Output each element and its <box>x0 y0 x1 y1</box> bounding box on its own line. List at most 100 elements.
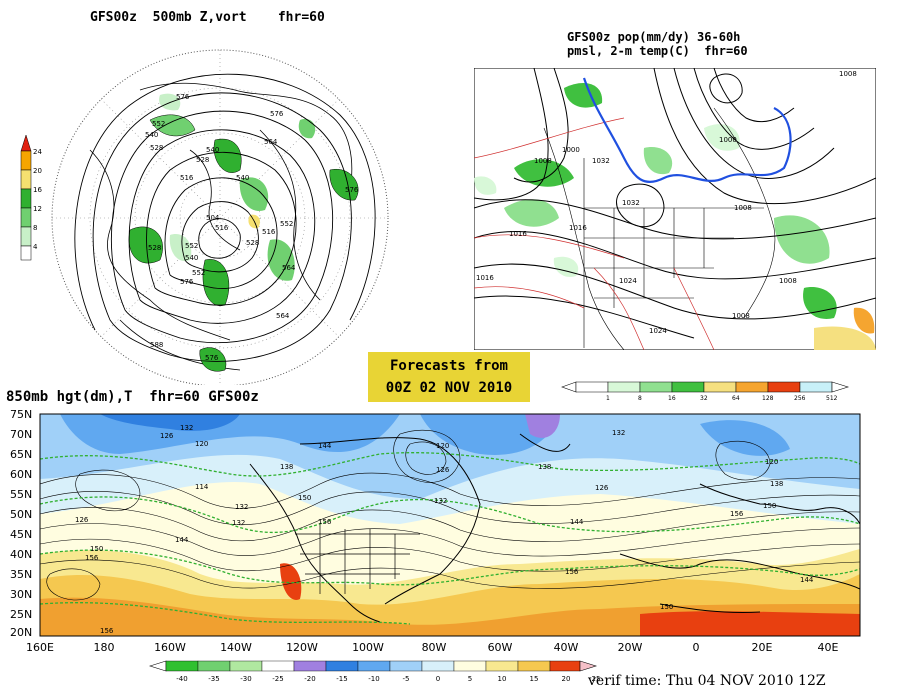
svg-text:120W: 120W <box>286 641 318 654</box>
svg-text:156: 156 <box>100 627 114 635</box>
precip-panel-title: GFS00z pop(mm/dy) 36-60h pmsl, 2-m temp(C… <box>567 30 748 58</box>
svg-text:60N: 60N <box>10 468 32 481</box>
svg-text:40W: 40W <box>554 641 579 654</box>
svg-text:0: 0 <box>693 641 700 654</box>
polar-coastlines <box>89 82 353 371</box>
svg-text:16: 16 <box>33 186 42 194</box>
svg-text:8: 8 <box>638 395 642 402</box>
h850-borders <box>295 524 420 594</box>
svg-text:70N: 70N <box>10 428 32 441</box>
temperature-fills <box>40 414 860 636</box>
h850-frame <box>39 413 861 637</box>
svg-text:-25: -25 <box>272 675 283 683</box>
svg-text:540: 540 <box>185 254 198 262</box>
svg-text:132: 132 <box>434 497 447 505</box>
svg-text:30N: 30N <box>10 588 32 601</box>
svg-text:564: 564 <box>282 264 296 272</box>
svg-text:1008: 1008 <box>779 277 797 285</box>
svg-text:588: 588 <box>150 341 163 349</box>
svg-text:20E: 20E <box>752 641 773 654</box>
svg-text:126: 126 <box>595 484 609 492</box>
svg-text:156: 156 <box>85 554 99 562</box>
svg-text:12: 12 <box>33 205 42 213</box>
svg-text:576: 576 <box>205 354 219 362</box>
height-contours <box>74 73 376 362</box>
precip-colorbar: 1 8 16 32 64 128 256 512 <box>561 381 850 402</box>
svg-text:64: 64 <box>732 395 740 402</box>
svg-text:138: 138 <box>280 463 293 471</box>
svg-text:20W: 20W <box>618 641 643 654</box>
svg-text:150: 150 <box>660 603 673 611</box>
svg-text:40N: 40N <box>10 548 32 561</box>
svg-text:1008: 1008 <box>734 204 752 212</box>
svg-text:-20: -20 <box>304 675 315 683</box>
svg-text:65N: 65N <box>10 448 32 461</box>
svg-text:528: 528 <box>150 144 163 152</box>
svg-text:25: 25 <box>592 675 601 683</box>
isobar-labels: 1008 1016 1024 1032 1016 1008 1008 1000 … <box>476 70 857 335</box>
svg-text:540: 540 <box>145 131 158 139</box>
svg-text:120: 120 <box>436 442 449 450</box>
temp-colorbar <box>148 660 598 672</box>
svg-text:80W: 80W <box>422 641 447 654</box>
svg-text:138: 138 <box>770 480 783 488</box>
vort-colorbar: 24 20 16 12 8 4 <box>20 134 42 261</box>
svg-text:144: 144 <box>570 518 584 526</box>
svg-text:540: 540 <box>236 174 249 182</box>
svg-text:1000: 1000 <box>562 146 580 154</box>
svg-text:150: 150 <box>298 494 311 502</box>
vort-panel: 576 576 564 552 540 528 516 516 540 576 … <box>20 49 389 385</box>
svg-text:20N: 20N <box>10 626 32 639</box>
svg-text:35N: 35N <box>10 568 32 581</box>
svg-text:126: 126 <box>436 466 450 474</box>
vorticity-fills <box>128 93 359 372</box>
svg-text:1000: 1000 <box>719 136 737 144</box>
svg-text:1: 1 <box>606 395 610 402</box>
svg-text:516: 516 <box>215 224 229 232</box>
svg-text:156: 156 <box>318 518 332 526</box>
lat-labels: 75N 70N 65N 60N 55N 50N 45N 40N 35N 30N … <box>10 408 32 639</box>
svg-text:20: 20 <box>33 167 42 175</box>
precip-panel: 1008 1016 1024 1032 1016 1008 1008 1000 … <box>474 68 876 350</box>
vort-panel-title: GFS00z 500mb Z,vort fhr=60 <box>90 10 325 25</box>
h850-panel: 132 120 126 114 126 132 144 150 156 156 … <box>10 408 861 672</box>
svg-text:156: 156 <box>565 568 579 576</box>
svg-text:1016: 1016 <box>509 230 527 238</box>
svg-text:132: 132 <box>612 429 625 437</box>
svg-text:1016: 1016 <box>476 274 494 282</box>
svg-text:516: 516 <box>262 228 276 236</box>
svg-text:20: 20 <box>562 675 571 683</box>
svg-text:126: 126 <box>160 432 174 440</box>
svg-text:40E: 40E <box>818 641 839 654</box>
svg-text:576: 576 <box>176 93 190 101</box>
svg-text:128: 128 <box>762 395 774 402</box>
temp-colorbar-labels: -40 -35 -30 -25 -20 -15 -10 -5 0 5 10 15… <box>176 675 601 683</box>
svg-text:10: 10 <box>498 675 507 683</box>
svg-text:16: 16 <box>668 395 676 402</box>
svg-text:132: 132 <box>180 424 193 432</box>
svg-text:1008: 1008 <box>534 157 552 165</box>
svg-text:564: 564 <box>276 312 290 320</box>
svg-text:1008: 1008 <box>732 312 750 320</box>
svg-text:564: 564 <box>264 138 278 146</box>
svg-text:4: 4 <box>33 243 38 251</box>
svg-text:144: 144 <box>175 536 189 544</box>
h850-panel-title: 850mb hgt(dm),T fhr=60 GFS00z <box>6 389 259 405</box>
svg-text:1032: 1032 <box>622 199 640 207</box>
svg-text:576: 576 <box>345 186 359 194</box>
freezing-line <box>582 77 792 184</box>
svg-text:150: 150 <box>763 502 776 510</box>
svg-text:-30: -30 <box>240 675 251 683</box>
svg-text:45N: 45N <box>10 528 32 541</box>
verif-time: verif time: Thu 04 NOV 2010 12Z <box>588 673 826 689</box>
svg-text:120: 120 <box>195 440 208 448</box>
svg-text:1016: 1016 <box>569 224 587 232</box>
svg-text:24: 24 <box>33 148 42 156</box>
polar-grid <box>52 50 388 385</box>
svg-text:132: 132 <box>235 503 248 511</box>
precip-borders <box>543 107 776 350</box>
svg-text:32: 32 <box>700 395 708 402</box>
svg-text:552: 552 <box>185 242 198 250</box>
svg-text:576: 576 <box>270 110 284 118</box>
svg-text:528: 528 <box>246 239 259 247</box>
